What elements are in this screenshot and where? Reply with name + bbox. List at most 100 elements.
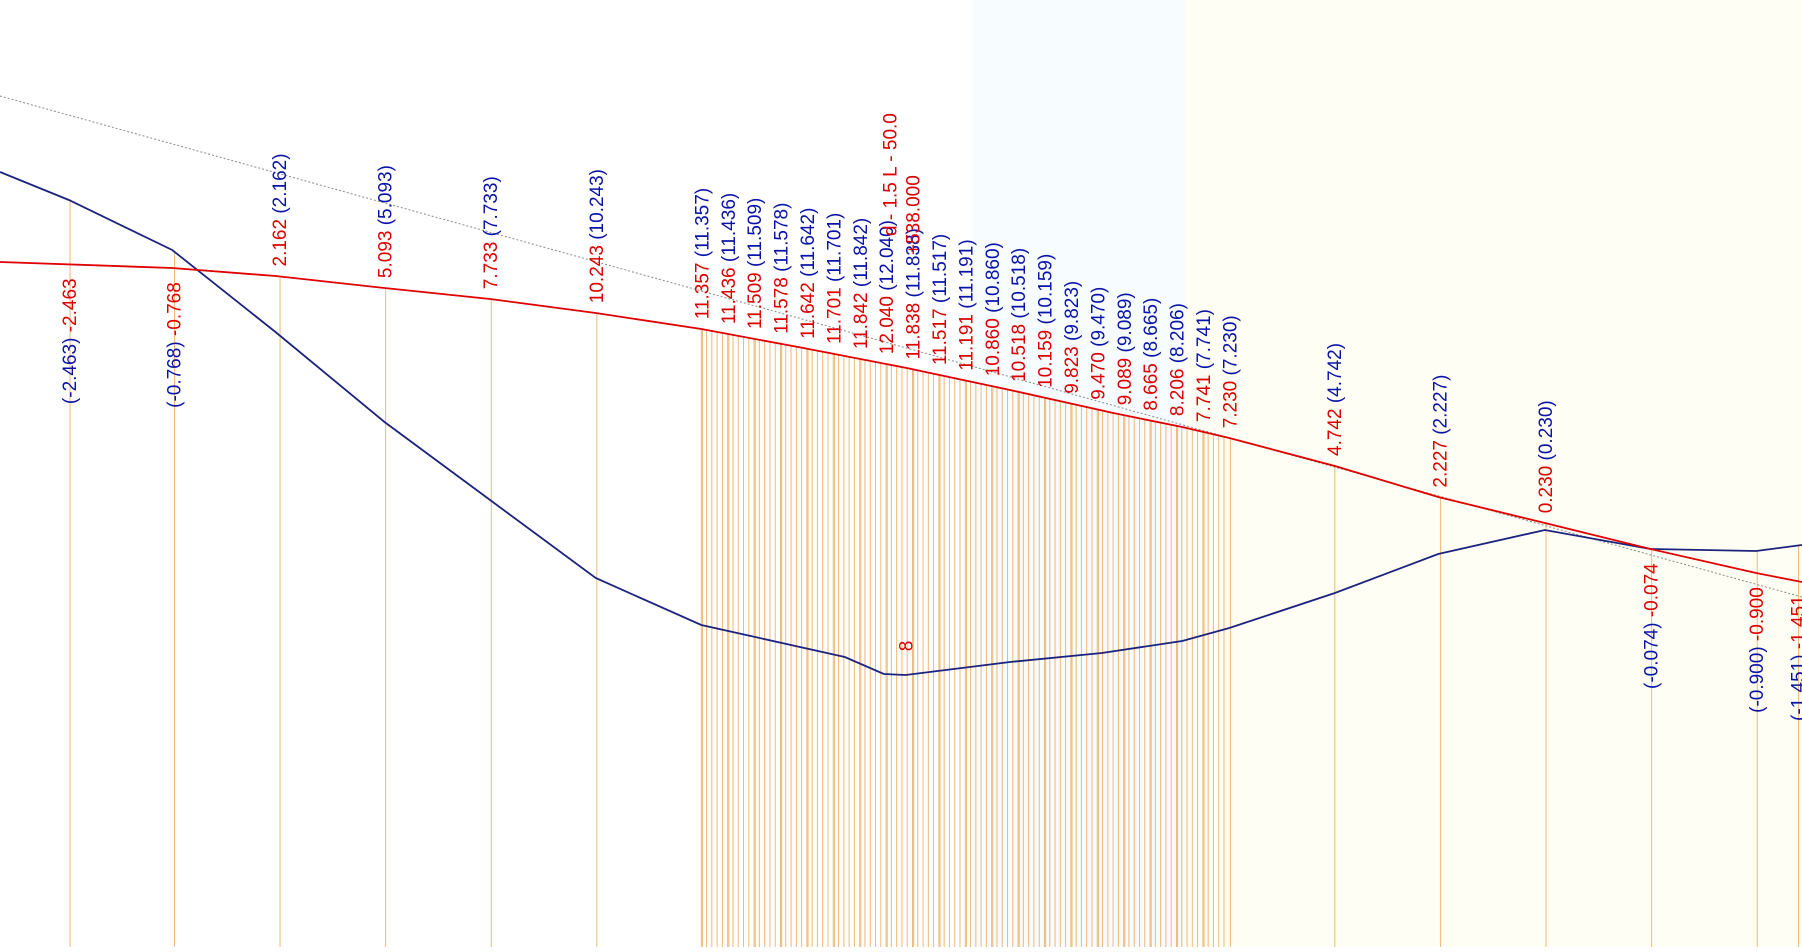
- design-elevation: 7.230: [1220, 375, 1241, 428]
- station-label: (-0.074) -0.074: [1642, 563, 1663, 689]
- ground-elevation: (-1.451): [1789, 649, 1802, 721]
- ground-elevation: (12.040): [877, 220, 898, 291]
- station-label: 11.838 (11.838): [904, 228, 925, 359]
- design-elevation: -0.768: [165, 282, 186, 336]
- ground-elevation: (10.243): [587, 169, 608, 240]
- station-label: 11.842 (11.842): [851, 218, 872, 349]
- ground-elevation: (11.701): [824, 213, 845, 282]
- design-elevation: 4.742: [1325, 403, 1346, 456]
- design-profile-line: [0, 261, 1802, 583]
- design-elevation: 11.191: [956, 309, 977, 371]
- station-labels: (-2.463) -2.463 (-0.768) -0.768 2.162 (2.1…: [60, 153, 1802, 721]
- ground-elevation: (8.665): [1141, 298, 1162, 358]
- design-elevation: 11.357: [692, 257, 713, 319]
- ground-elevation: (4.742): [1325, 343, 1346, 403]
- ground-elevation: (11.191): [956, 239, 977, 308]
- design-elevation: 11.642: [798, 277, 819, 339]
- design-elevation: 2.162: [270, 214, 291, 267]
- ground-elevation: (9.823): [1062, 281, 1083, 341]
- ground-elevation: (8.206): [1168, 303, 1189, 363]
- design-elevation: 9.823: [1062, 341, 1083, 394]
- design-elevation: -1.451: [1789, 595, 1802, 649]
- station-label: 11.578 (11.578): [772, 203, 793, 334]
- ground-elevation: (11.357): [692, 188, 713, 257]
- station-label: (-1.451) -1.451: [1789, 595, 1802, 721]
- station-label: 7.230 (7.230): [1220, 315, 1241, 428]
- ground-elevation: (-2.463): [60, 332, 81, 404]
- design-elevation: 9.470: [1088, 347, 1109, 400]
- ground-elevation: (7.741): [1194, 309, 1215, 369]
- station-label: 11.701 (11.701): [824, 213, 845, 344]
- design-elevation: 5.093: [376, 225, 397, 278]
- ground-elevation: (11.509): [745, 198, 766, 267]
- station-label: 8.665 (8.665): [1141, 298, 1162, 411]
- design-elevation: 10.518: [1009, 319, 1030, 382]
- station-label: 2.227 (2.227): [1431, 375, 1452, 488]
- station-label: 5.093 (5.093): [376, 165, 397, 278]
- vertical-curve-parameters: d - 1.5 L - 50.0: [880, 113, 901, 236]
- vertical-curve-annotation: d - 1.5 L - 50.0 +538.000 8: [880, 113, 924, 651]
- design-elevation: 11.436: [719, 262, 740, 324]
- ground-elevation: (10.518): [1009, 248, 1030, 319]
- design-elevation: 8.206: [1168, 363, 1189, 416]
- ground-profile-line: [0, 171, 1802, 676]
- design-elevation: 11.509: [745, 267, 766, 329]
- station-label: 11.436 (11.436): [719, 193, 740, 324]
- design-elevation: 7.733: [481, 236, 502, 289]
- ground-elevation: (11.642): [798, 208, 819, 277]
- ground-elevation: (11.436): [719, 193, 740, 262]
- station-label: (-0.900) -0.900: [1747, 587, 1768, 713]
- design-elevation: 12.040: [877, 291, 898, 354]
- ground-elevation: (7.733): [481, 176, 502, 236]
- design-elevation: 10.243: [587, 240, 608, 303]
- station-label: 11.357 (11.357): [692, 188, 713, 319]
- station-label: 10.860 (10.860): [983, 242, 1004, 376]
- design-elevation: 11.517: [930, 303, 951, 365]
- design-elevation: 2.227: [1431, 435, 1452, 488]
- station-label: 2.162 (2.162): [270, 153, 291, 266]
- station-label: (-0.768) -0.768: [165, 282, 186, 408]
- design-elevation: 11.838: [904, 298, 925, 360]
- ground-elevation: (-0.900): [1747, 641, 1768, 713]
- design-elevation: 9.089: [1115, 352, 1136, 405]
- design-elevation: 11.842: [851, 287, 872, 349]
- station-label: 7.741 (7.741): [1194, 309, 1215, 422]
- design-elevation: -0.074: [1642, 563, 1663, 617]
- ground-elevation: (9.470): [1088, 287, 1109, 347]
- station-label: 4.742 (4.742): [1325, 343, 1346, 456]
- highlight-band-left: [973, 0, 1185, 947]
- ground-elevation: (2.227): [1431, 375, 1452, 435]
- ground-elevation: (-0.768): [165, 336, 186, 408]
- station-label: 9.089 (9.089): [1115, 292, 1136, 405]
- station-label: 11.191 (11.191): [956, 239, 977, 370]
- ground-elevation: (11.838): [904, 228, 925, 297]
- ground-elevation: (0.230): [1536, 400, 1557, 460]
- ground-elevation: (11.517): [930, 234, 951, 303]
- design-elevation: 8.665: [1141, 358, 1162, 411]
- design-elevation: 10.159: [1036, 324, 1057, 387]
- station-label: 11.642 (11.642): [798, 208, 819, 339]
- station-label: 10.518 (10.518): [1009, 248, 1030, 382]
- vertical-curve-marker: 8: [896, 641, 917, 652]
- station-label: 10.243 (10.243): [587, 169, 608, 303]
- design-elevation: 11.701: [824, 282, 845, 344]
- ground-elevation: (11.578): [772, 203, 793, 272]
- station-label: 12.040 (12.040): [877, 220, 898, 354]
- station-label: (-2.463) -2.463: [60, 278, 81, 404]
- ground-elevation: (5.093): [376, 165, 397, 225]
- design-elevation: 0.230: [1536, 460, 1557, 513]
- ground-elevation: (9.089): [1115, 292, 1136, 352]
- station-label: 9.470 (9.470): [1088, 287, 1109, 400]
- station-label: 8.206 (8.206): [1168, 303, 1189, 416]
- highlight-band-right: [1185, 0, 1802, 947]
- station-label: 11.509 (11.509): [745, 198, 766, 329]
- station-label: 9.823 (9.823): [1062, 281, 1083, 394]
- design-elevation: 11.578: [772, 272, 793, 334]
- ground-elevation: (10.860): [983, 242, 1004, 313]
- design-elevation: -2.463: [60, 278, 81, 332]
- station-label: 7.733 (7.733): [481, 176, 502, 289]
- station-label: 11.517 (11.517): [930, 234, 951, 365]
- ground-elevation: (10.159): [1036, 254, 1057, 325]
- design-elevation: 7.741: [1194, 369, 1215, 422]
